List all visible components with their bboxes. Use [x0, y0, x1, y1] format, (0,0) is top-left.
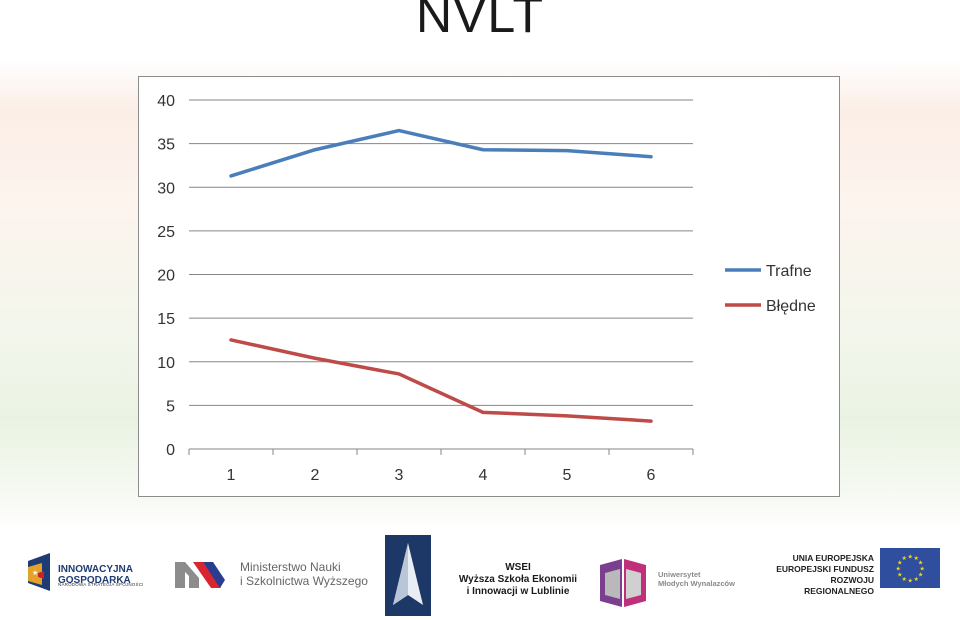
- series-line-bledne: [229, 338, 653, 423]
- umw-book-logo-icon: [600, 559, 646, 607]
- ue-line3: ROZWOJU REGIONALNEGO: [804, 575, 874, 596]
- wsei-line2: Wyższa Szkoła Ekonomii: [458, 574, 578, 585]
- legend-label: Błędne: [766, 298, 816, 315]
- umw-line2: Młodych Wynalazców: [658, 579, 735, 588]
- innowacyjna-line3: NARODOWA STRATEGIA SPÓJNOŚCI: [58, 582, 144, 587]
- ue-logo-text: UNIA EUROPEJSKA EUROPEJSKI FUNDUSZ ROZWO…: [770, 553, 874, 597]
- wsei-line1: WSEI: [505, 562, 531, 573]
- x-tick-label: 4: [479, 467, 488, 484]
- page-title: NVLT: [415, 0, 545, 43]
- ue-line1: UNIA EUROPEJSKA: [792, 553, 874, 563]
- innowacyjna-gospodarka-logo-icon: ★: [28, 553, 50, 591]
- eu-star: ★: [914, 576, 919, 583]
- x-tick-label: 5: [563, 467, 572, 484]
- innowacyjna-line1: INNOWACYJNA: [58, 564, 134, 575]
- y-tick-label: 15: [157, 311, 175, 328]
- eu-star: ★: [918, 572, 923, 579]
- y-tick-label: 40: [157, 93, 175, 110]
- umw-line1: Uniwersytet: [658, 570, 701, 579]
- ue-line2: EUROPEJSKI FUNDUSZ: [776, 564, 874, 574]
- chart-svg: 0 5 10 15 20 25 30 35 40 1 2 3 4 5 6 Trafne Błędne: [157, 93, 816, 484]
- eu-star: ★: [920, 566, 925, 573]
- x-tick-label: 6: [647, 467, 656, 484]
- x-tick-label: 1: [227, 467, 236, 484]
- eu-star: ★: [902, 555, 907, 562]
- eu-flag-icon: ★★★★★★★★★ ★ ★★: [880, 548, 940, 588]
- svg-text:★: ★: [32, 569, 38, 577]
- ministerstwo-line2: i Szkolnictwa Wyższego: [240, 574, 368, 588]
- x-tick-label: 2: [311, 467, 320, 484]
- wsei-logo-text: WSEI Wyższa Szkoła Ekonomii i Innowacji …: [446, 562, 590, 598]
- series-line-trafne: [229, 128, 653, 178]
- y-tick-label: 25: [157, 224, 175, 241]
- wsei-emblem-icon: [385, 535, 431, 616]
- y-tick-label: 5: [166, 398, 175, 415]
- eu-star: ★: [914, 555, 919, 562]
- y-tick-label: 0: [166, 442, 175, 459]
- umw-logo-text: Uniwersytet Młodych Wynalazców: [658, 570, 735, 588]
- legend-label: Trafne: [766, 263, 812, 280]
- ministerstwo-logo-text: Ministerstwo Nauki i Szkolnictwa Wyższeg…: [240, 560, 368, 588]
- eu-star: ★: [908, 554, 913, 561]
- eu-star: ★: [897, 560, 902, 567]
- innowacyjna-logo-text: INNOWACYJNA GOSPODARKA: [58, 564, 133, 586]
- innowacyjna-line2: GOSPODARKA: [58, 575, 131, 586]
- eu-star: ★: [896, 566, 901, 573]
- eu-star: ★: [918, 560, 923, 567]
- y-tick-label: 30: [157, 180, 175, 197]
- ministerstwo-logo-icon: [175, 562, 225, 588]
- ministerstwo-line1: Ministerstwo Nauki: [240, 560, 341, 574]
- y-tick-label: 35: [157, 137, 175, 154]
- line-chart: 0 5 10 15 20 25 30 35 40 1 2 3 4 5 6 Trafne Błędne: [138, 76, 840, 497]
- logo-bar: [0, 530, 960, 620]
- wsei-line3: i Innowacji w Lublinie: [466, 586, 570, 597]
- y-tick-label: 10: [157, 355, 175, 372]
- x-tick-label: 3: [395, 467, 404, 484]
- eu-star: ★: [902, 576, 907, 583]
- y-tick-label: 20: [157, 268, 175, 285]
- eu-star: ★: [897, 572, 902, 579]
- eu-star: ★: [908, 578, 913, 585]
